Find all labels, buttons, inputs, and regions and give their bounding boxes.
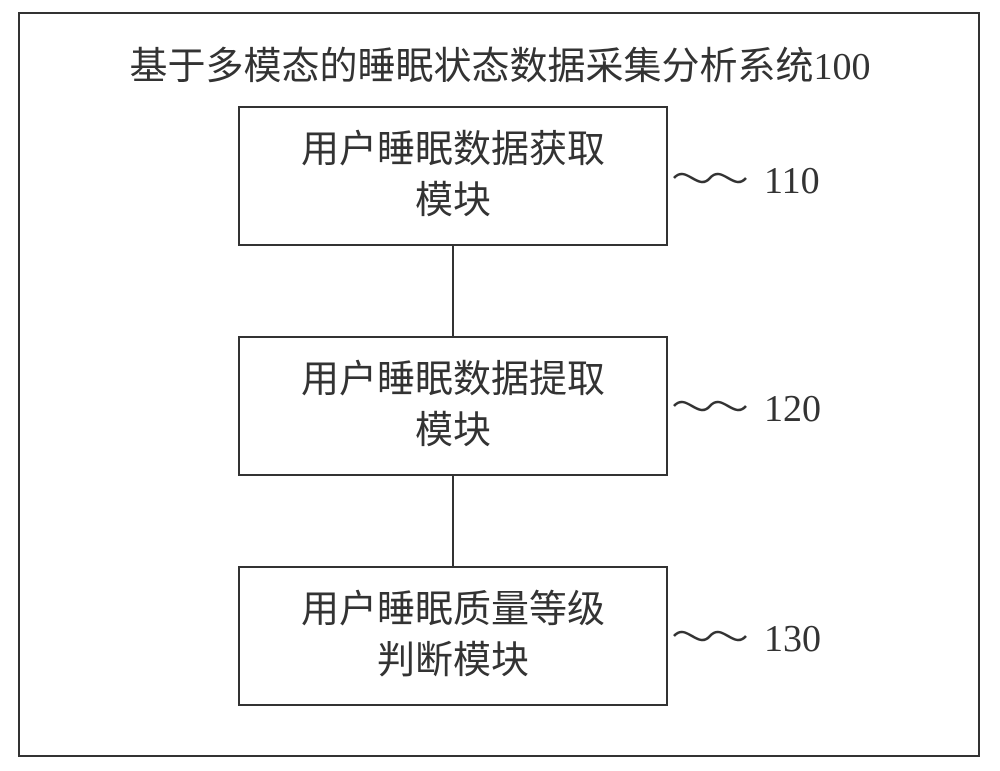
callout-label: 110	[764, 159, 820, 203]
callout-wave-icon	[670, 624, 750, 648]
diagram-title: 基于多模态的睡眠状态数据采集分析系统100	[0, 35, 1000, 90]
module-box: 用户睡眠数据提取模块	[238, 336, 668, 476]
module-label: 用户睡眠数据获取模块	[301, 125, 605, 228]
callout-label: 120	[764, 387, 821, 431]
callout-wave-icon	[670, 166, 750, 190]
connector-line	[452, 246, 454, 336]
callout-label: 130	[764, 617, 821, 661]
module-box: 用户睡眠质量等级判断模块	[238, 566, 668, 706]
module-box: 用户睡眠数据获取模块	[238, 106, 668, 246]
module-label: 用户睡眠质量等级判断模块	[301, 585, 605, 688]
callout-wave-icon	[670, 394, 750, 418]
module-label: 用户睡眠数据提取模块	[301, 355, 605, 458]
connector-line	[452, 476, 454, 566]
